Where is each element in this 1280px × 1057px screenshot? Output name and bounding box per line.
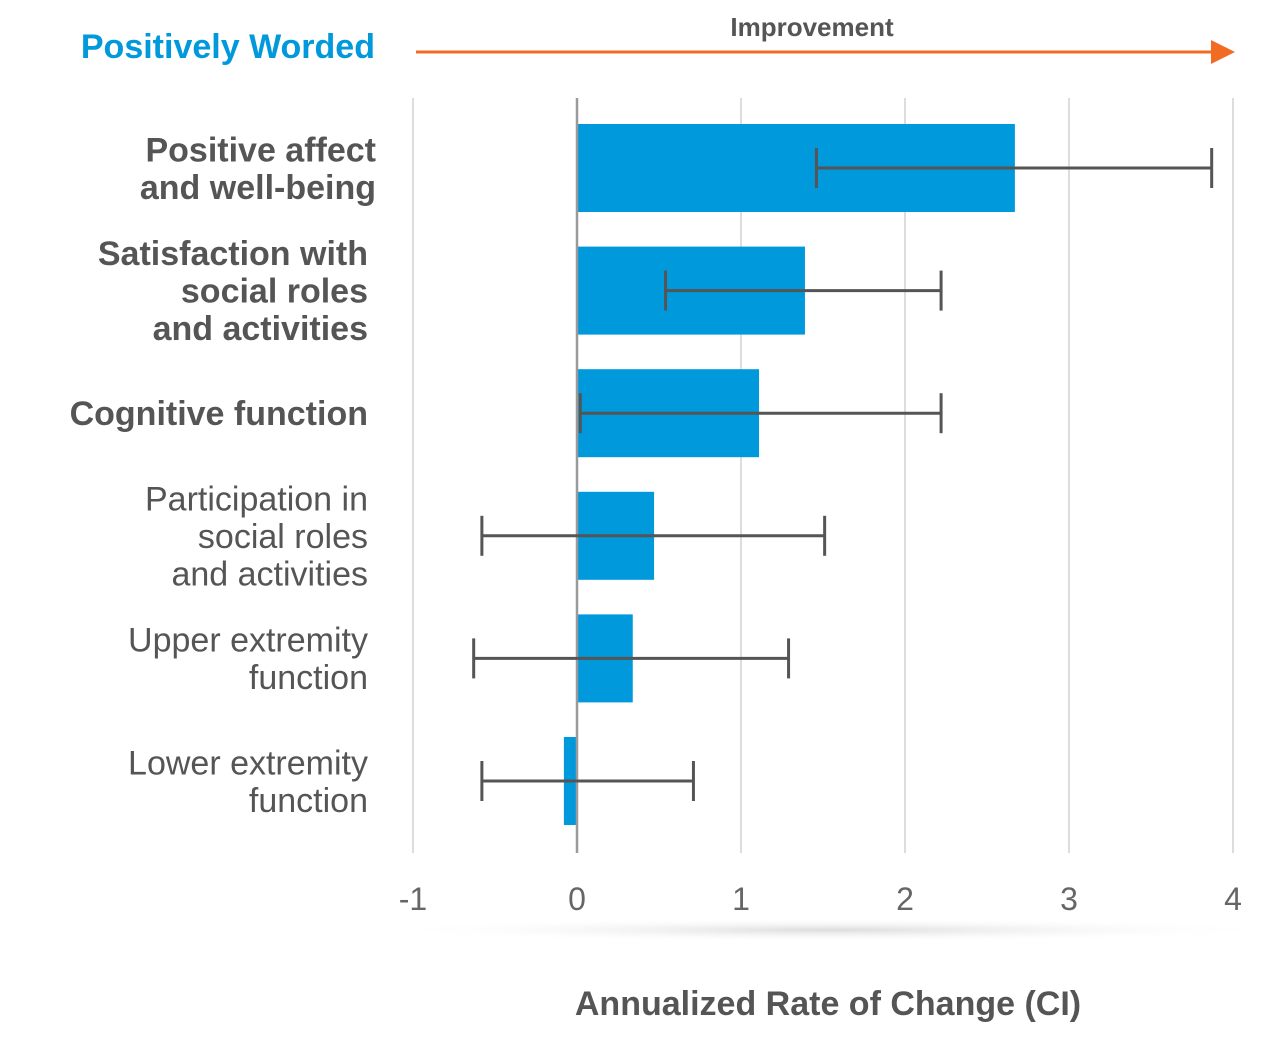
error-bar <box>578 393 943 434</box>
error-bar <box>664 270 943 311</box>
x-tick-label: 0 <box>568 881 586 917</box>
error-bar <box>814 148 1214 188</box>
x-axis-label: Annualized Rate of Change (CI) <box>575 985 1081 1023</box>
gridlines <box>412 98 1234 853</box>
error-bar <box>472 638 791 679</box>
improvement-arrow <box>416 40 1235 64</box>
x-tick-label: -1 <box>399 881 427 917</box>
x-tick-label: 2 <box>896 881 914 917</box>
category-label-line: and activities <box>153 310 368 348</box>
category-label-line: Satisfaction with <box>98 235 368 273</box>
category-label-line: function <box>249 659 368 697</box>
x-tick-label: 4 <box>1224 881 1242 917</box>
bars <box>563 124 1015 825</box>
x-tick-labels: -1 0 1 2 3 4 <box>399 881 1242 917</box>
category-label-line: Lower extremity <box>128 744 368 782</box>
category-label-line: Positive affect <box>145 131 376 169</box>
category-label: Cognitive function <box>70 395 368 433</box>
category-label-line: social roles <box>181 273 368 311</box>
axis-shadow <box>370 918 1280 942</box>
x-tick-label: 3 <box>1060 881 1078 917</box>
error-bar <box>480 761 695 801</box>
error-bars <box>472 148 1214 801</box>
error-bar <box>480 515 827 556</box>
chart-title: Positively Worded <box>81 28 375 66</box>
category-label-line: Upper extremity <box>128 622 368 660</box>
category-label-line: Participation in <box>145 480 368 518</box>
category-label-line: function <box>249 782 368 820</box>
improvement-label: Improvement <box>730 12 894 42</box>
category-label-line: social roles <box>198 518 368 556</box>
category-label-line: Cognitive function <box>70 395 368 433</box>
x-tick-label: 1 <box>732 881 750 917</box>
category-label-line: and activities <box>171 555 368 593</box>
category-label-line: and well-being <box>140 169 376 207</box>
